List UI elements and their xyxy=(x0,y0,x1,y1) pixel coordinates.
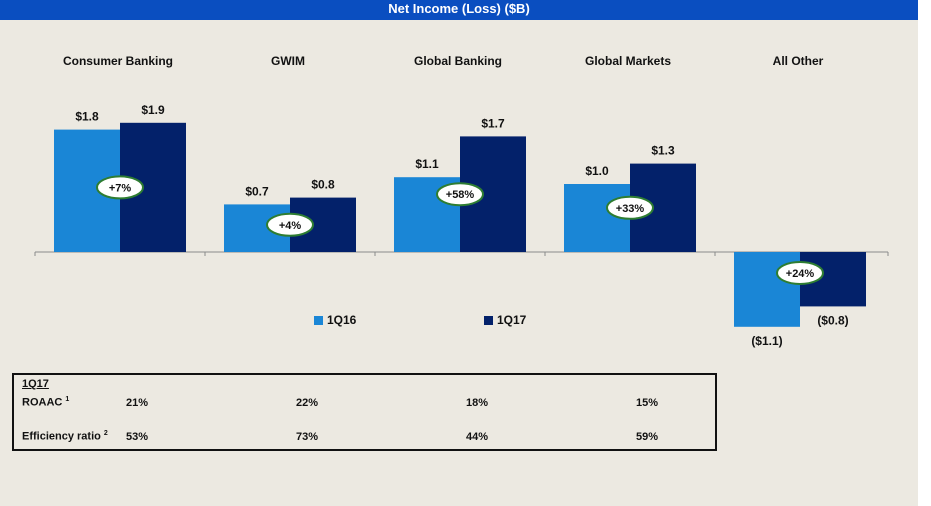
roaac-consumer-banking: 21% xyxy=(125,397,149,409)
legend-swatch-1q16 xyxy=(314,315,323,325)
data-label-1q16: ($1.1) xyxy=(751,334,782,348)
data-label-1q16: $1.8 xyxy=(75,110,99,124)
legend-label-1q17: 1Q17 xyxy=(497,313,527,327)
legend-swatch-1q17 xyxy=(484,315,493,325)
category-label-global-banking: Global Banking xyxy=(413,54,502,68)
data-label-1q17: $1.7 xyxy=(481,116,505,130)
efficiency-label: Efficiency ratio 2 xyxy=(22,430,108,443)
chart-legend: 1Q16 1Q17 xyxy=(0,313,918,333)
data-label-1q17: $1.3 xyxy=(651,144,675,158)
change-label: +58% xyxy=(446,189,475,201)
efficiency-consumer-banking: 53% xyxy=(125,431,149,443)
bar-chart: $1.8 $1.9 +7% $0.7 $0.8 +4% $1.1 $1.7 +58% $1.0 $1… xyxy=(34,103,889,348)
data-label-1q17: $0.8 xyxy=(311,178,335,192)
data-label-1q17: ($0.8) xyxy=(817,313,848,327)
efficiency-global-banking: 44% xyxy=(465,431,489,443)
category-label-global-markets: Global Markets xyxy=(584,54,672,68)
roaac-gwim: 22% xyxy=(295,397,319,409)
category-label-gwim: GWIM xyxy=(271,54,305,68)
change-bubble xyxy=(266,212,314,237)
change-bubble xyxy=(606,195,654,220)
change-bubble xyxy=(776,261,824,285)
change-bubble xyxy=(96,175,144,200)
change-label: +33% xyxy=(616,203,645,215)
data-label-1q16: $1.1 xyxy=(415,157,439,171)
change-label: +24% xyxy=(786,268,815,280)
roaac-label: ROAAC 1 xyxy=(22,396,70,409)
chart-title: Net Income (Loss) ($B) xyxy=(0,0,918,20)
data-label-1q17: $1.9 xyxy=(141,103,165,117)
category-label-consumer-banking: Consumer Banking xyxy=(62,54,173,68)
category-label-all-other: All Other xyxy=(772,54,824,68)
roaac-global-markets: 15% xyxy=(635,397,659,409)
change-bubble xyxy=(436,182,484,207)
metrics-table: 1Q17 ROAAC 1 21% 22% 18% 15% Efficiency … xyxy=(12,373,717,451)
efficiency-gwim: 73% xyxy=(295,431,319,443)
legend-item-1q16: 1Q16 xyxy=(314,313,356,327)
roaac-global-banking: 18% xyxy=(465,397,489,409)
legend-item-1q17: 1Q17 xyxy=(484,313,526,327)
metrics-header: 1Q17 xyxy=(22,378,49,390)
data-label-1q16: $0.7 xyxy=(245,184,269,198)
change-label: +7% xyxy=(109,182,132,194)
change-label: +4% xyxy=(279,220,302,232)
data-label-1q16: $1.0 xyxy=(585,164,609,178)
efficiency-global-markets: 59% xyxy=(635,431,659,443)
legend-label-1q16: 1Q16 xyxy=(327,313,357,327)
